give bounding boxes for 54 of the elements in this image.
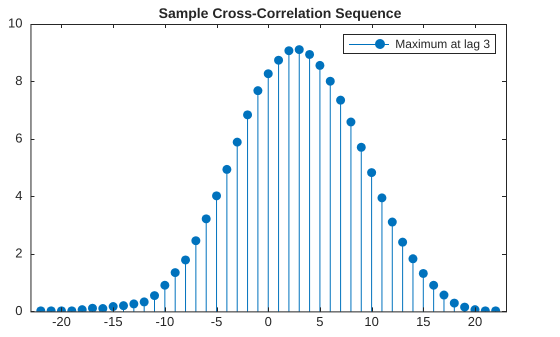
point — [129, 299, 138, 308]
y-tick-label: 2 — [15, 246, 22, 260]
point — [326, 76, 335, 86]
x-tick-label: 10 — [364, 314, 379, 329]
point — [170, 268, 180, 278]
point — [202, 214, 211, 224]
point — [315, 60, 324, 70]
point — [377, 193, 386, 202]
point — [274, 56, 284, 65]
point — [388, 218, 397, 227]
point — [108, 302, 118, 312]
point — [160, 280, 170, 290]
point — [191, 236, 200, 246]
y-tick-label: 0 — [15, 302, 22, 318]
point — [181, 255, 190, 264]
x-tick-label: 5 — [316, 314, 324, 329]
point — [439, 290, 448, 300]
point — [140, 297, 149, 306]
x-tick-label: -5 — [210, 314, 222, 329]
point — [222, 164, 232, 174]
point — [119, 301, 128, 310]
point — [460, 302, 470, 312]
point — [253, 86, 262, 96]
legend-label: Maximum at lag 3 — [395, 37, 490, 51]
point — [98, 304, 108, 312]
x-tick-label: 15 — [416, 314, 431, 329]
point — [243, 110, 252, 120]
point — [305, 50, 314, 59]
point — [450, 298, 459, 308]
x-tick-label: 20 — [468, 314, 482, 329]
point — [408, 254, 418, 264]
point — [418, 268, 428, 278]
x-tick-label: -10 — [155, 314, 174, 329]
point — [212, 191, 222, 200]
point — [429, 280, 438, 290]
x-tick-label: 0 — [264, 314, 272, 329]
point — [336, 96, 346, 105]
point — [284, 46, 294, 56]
x-tick-label: -15 — [104, 314, 123, 329]
chart-title: Sample Cross-Correlation Sequence — [158, 5, 402, 21]
y-tick-label: 6 — [15, 130, 22, 146]
y-tick-label: 4 — [15, 188, 22, 204]
y-tick-label: 8 — [15, 73, 22, 88]
point — [294, 45, 304, 54]
point — [367, 168, 376, 178]
point — [150, 291, 160, 300]
point — [346, 118, 356, 127]
y-tick-label: 10 — [8, 16, 22, 31]
point — [264, 69, 273, 78]
point — [232, 138, 242, 147]
point — [398, 238, 408, 247]
point — [88, 304, 97, 312]
point — [356, 142, 366, 152]
x-tick-label: -20 — [52, 314, 71, 329]
